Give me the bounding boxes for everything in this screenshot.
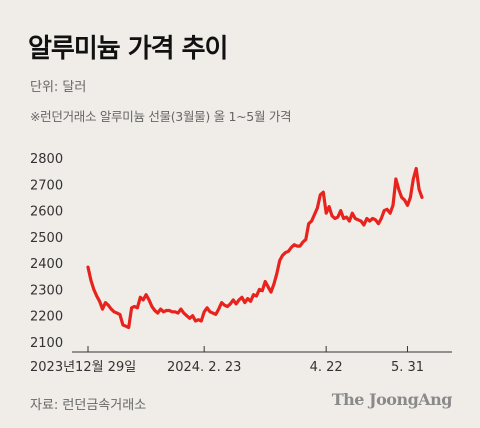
x-axis-ticks: 2023년12월 29일 2024. 2. 23 4. 22 5. 31 xyxy=(30,346,424,375)
brand-logo: The JoongAng xyxy=(331,390,453,409)
chart-note: ※런던거래소 알루미늄 선물(3월물) 올 1~5월 가격 xyxy=(30,109,292,124)
x-tick-label: 2024. 2. 23 xyxy=(167,360,241,375)
x-tick-label: 4. 22 xyxy=(310,360,343,375)
y-tick-label: 2600 xyxy=(30,205,63,220)
y-tick-label: 2500 xyxy=(30,231,63,246)
series-line-aluminum-price xyxy=(86,166,424,330)
y-tick-label: 2200 xyxy=(30,310,63,325)
y-tick-label: 2300 xyxy=(30,283,63,298)
y-tick-label: 2100 xyxy=(30,336,63,351)
x-tick-label: 2023년12월 29일 xyxy=(30,360,136,375)
x-tick-label: 5. 31 xyxy=(391,360,424,375)
chart-title: 알루미늄 가격 추이 xyxy=(28,34,228,64)
y-axis-ticks: 2100 2200 2300 2400 2500 2600 2700 2800 xyxy=(30,152,63,351)
source-label: 자료: 런던금속거래소 xyxy=(30,398,147,413)
y-tick-label: 2700 xyxy=(30,178,63,193)
y-tick-label: 2400 xyxy=(30,257,63,272)
y-tick-label: 2800 xyxy=(30,152,63,167)
unit-label: 단위: 달러 xyxy=(30,80,87,95)
